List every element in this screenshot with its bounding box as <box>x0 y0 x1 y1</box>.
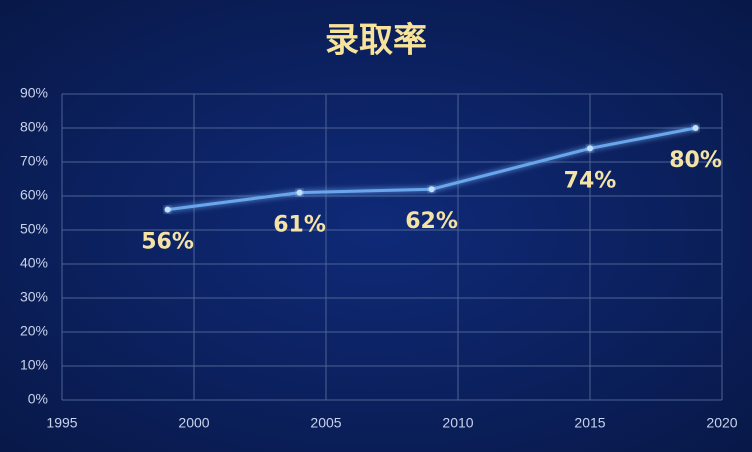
data-point <box>296 189 303 196</box>
data-label: 56% <box>141 230 194 255</box>
x-tick-label: 2020 <box>706 415 737 431</box>
y-tick-label: 50% <box>20 221 48 237</box>
y-tick-label: 80% <box>20 119 48 135</box>
x-tick-label: 2015 <box>574 415 605 431</box>
y-tick-label: 30% <box>20 289 48 305</box>
data-label: 61% <box>273 213 326 238</box>
y-tick-label: 40% <box>20 255 48 271</box>
y-tick-label: 70% <box>20 153 48 169</box>
data-point <box>587 145 593 152</box>
y-tick-label: 90% <box>20 85 48 101</box>
chart-title: 录取率 <box>325 21 427 61</box>
data-point <box>692 125 699 131</box>
y-tick-label: 60% <box>20 187 48 203</box>
data-label: 74% <box>564 168 617 193</box>
data-label: 62% <box>405 209 458 234</box>
data-point <box>428 186 435 193</box>
y-tick-label: 0% <box>28 391 48 407</box>
x-tick-label: 1995 <box>46 415 77 431</box>
data-label: 80% <box>669 148 722 173</box>
y-tick-label: 20% <box>20 323 48 339</box>
x-tick-label: 2000 <box>178 415 209 431</box>
y-tick-label: 10% <box>20 357 48 373</box>
x-tick-label: 2010 <box>442 415 473 431</box>
x-tick-label: 2005 <box>310 415 341 431</box>
data-point <box>164 206 171 213</box>
